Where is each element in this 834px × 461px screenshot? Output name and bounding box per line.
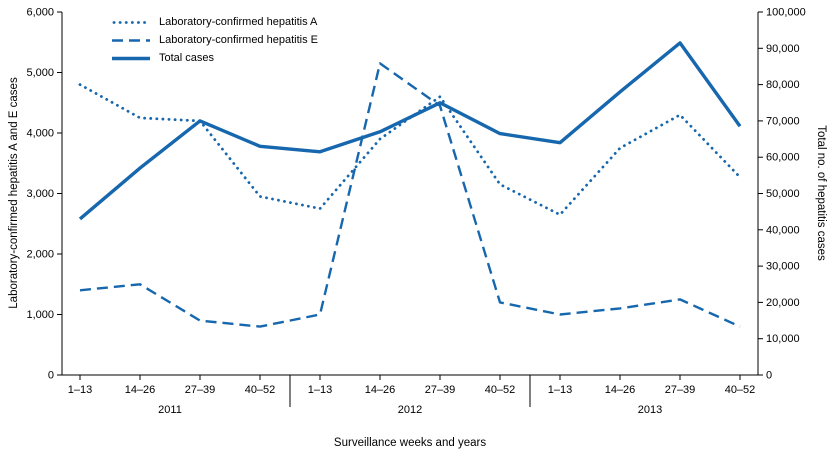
legend-line-dashed-icon: [112, 39, 150, 42]
chart-legend: Laboratory-confirmed hepatitis A Laborat…: [112, 16, 318, 65]
x-axis-label: Surveillance weeks and years: [333, 437, 487, 449]
left-axis-tick-label: 4,000: [26, 128, 54, 140]
legend-line-solid-icon: [112, 56, 150, 61]
right-axis-tick-label: 100,000: [766, 7, 806, 19]
legend-label-hepatitis-a: Laboratory-confirmed hepatitis A: [159, 16, 318, 28]
y-axis-label-left: Laboratory-confirmed hepatitis A and E c…: [8, 77, 20, 309]
series-line-dashed: [79, 62, 741, 328]
legend-line-dotted-icon: [112, 21, 150, 24]
legend-item-total-cases: Total cases: [112, 52, 318, 65]
legend-label-total-cases: Total cases: [159, 52, 215, 64]
x-axis-tick-label: 40–52: [485, 384, 516, 396]
x-axis-tick-label: 1–13: [68, 384, 92, 396]
x-axis-tick-label: 14–26: [365, 384, 396, 396]
x-axis-tick-label: 1–13: [548, 384, 572, 396]
x-axis-tick-label: 27–39: [665, 384, 696, 396]
right-axis-tick-label: 10,000: [766, 333, 800, 345]
series-line-dotted: [78, 83, 742, 217]
right-axis-tick-label: 30,000: [766, 261, 800, 273]
right-axis-tick-label: 0: [766, 370, 772, 382]
x-axis-tick-label: 14–26: [605, 384, 636, 396]
left-axis-tick-label: 1,000: [26, 309, 54, 321]
x-axis-tick-label: 40–52: [725, 384, 756, 396]
left-axis-tick-label: 0: [48, 370, 54, 382]
right-axis-tick-label: 50,000: [766, 188, 800, 200]
series-line-solid: [78, 41, 742, 221]
right-axis-tick-label: 60,000: [766, 152, 800, 164]
year-label: 2013: [638, 404, 662, 416]
right-axis-tick-label: 70,000: [766, 115, 800, 127]
legend-item-hepatitis-a: Laboratory-confirmed hepatitis A: [112, 16, 318, 29]
right-axis-tick-label: 20,000: [766, 297, 800, 309]
year-label: 2012: [398, 404, 422, 416]
left-axis-tick-label: 3,000: [26, 188, 54, 200]
x-axis-tick-label: 14–26: [125, 384, 156, 396]
left-axis-tick-label: 6,000: [26, 7, 54, 19]
left-axis-tick-label: 2,000: [26, 249, 54, 261]
legend-label-hepatitis-e: Laboratory-confirmed hepatitis E: [159, 34, 318, 46]
left-axis-tick-label: 5,000: [26, 67, 54, 79]
x-axis-tick-label: 27–39: [185, 384, 216, 396]
right-axis-tick-label: 40,000: [766, 224, 800, 236]
y-axis-label-right: Total no. of hepatitis cases: [815, 125, 827, 261]
right-axis-tick-label: 90,000: [766, 43, 800, 55]
x-axis-tick-label: 40–52: [245, 384, 276, 396]
right-axis-tick-label: 80,000: [766, 79, 800, 91]
year-label: 2011: [158, 404, 182, 416]
legend-item-hepatitis-e: Laboratory-confirmed hepatitis E: [112, 34, 318, 47]
x-axis-tick-label: 27–39: [425, 384, 456, 396]
x-axis-tick-label: 1–13: [308, 384, 332, 396]
